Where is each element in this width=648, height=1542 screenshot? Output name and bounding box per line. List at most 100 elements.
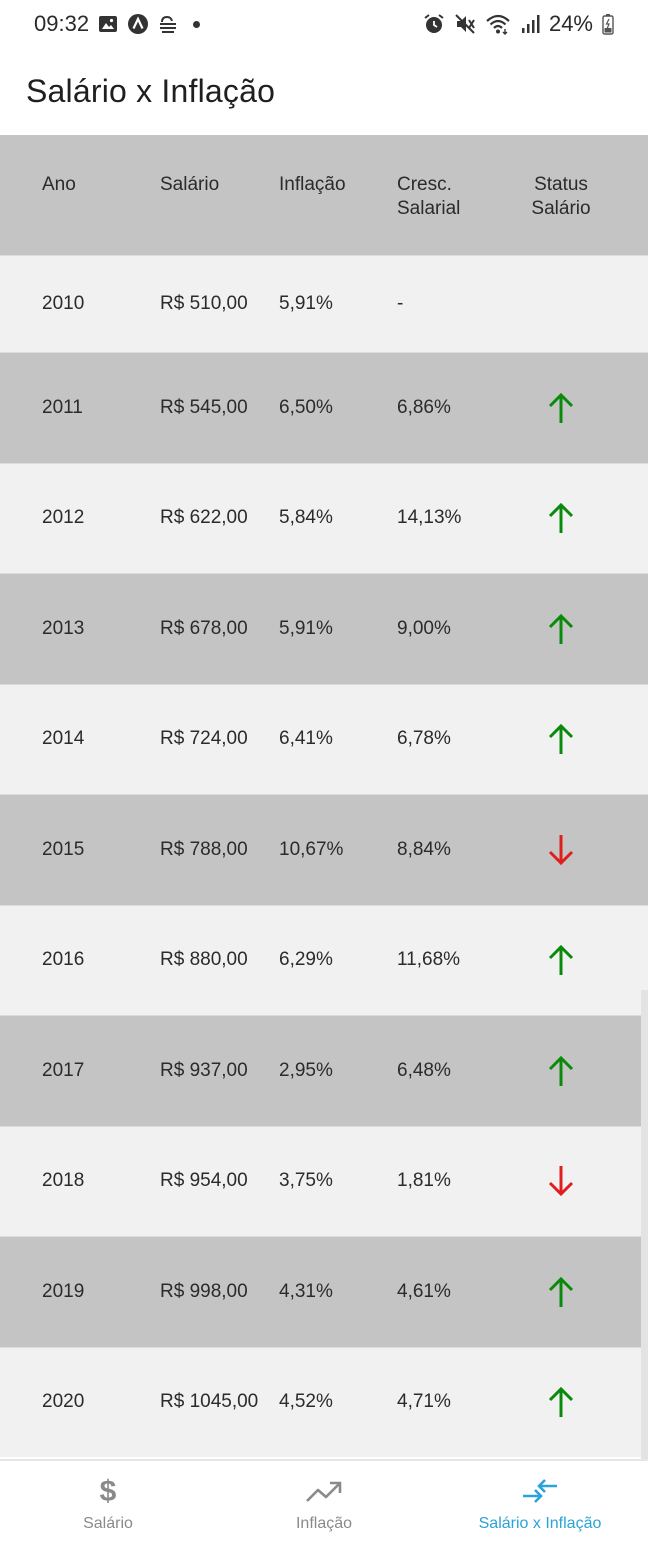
cell-inflacao: 5,91% [279, 617, 333, 639]
header-status-salario: Status Salário [510, 173, 612, 221]
cell-ano: 2013 [42, 617, 85, 639]
table-row: 2010 R$ 510,00 5,91% - [0, 255, 648, 352]
nav-item-salario-x-inflacao[interactable]: Salário x Inflação [432, 1461, 648, 1542]
nav-label-salario: Salário [83, 1515, 133, 1532]
cell-inflacao: 5,91% [279, 293, 333, 314]
table-body: 2010 R$ 510,00 5,91% - 2011 R$ 545,00 6,50% 6,8… [0, 255, 648, 1457]
cell-salario: R$ 545,00 [160, 396, 248, 418]
table-row: 2016 R$ 880,00 6,29% 11,68% [0, 904, 648, 1015]
table-row: 2019 R$ 998,00 4,31% 4,61% [0, 1236, 648, 1347]
signal-icon [520, 14, 540, 34]
cell-inflacao: 6,29% [279, 949, 333, 971]
cell-inflacao: 10,67% [279, 838, 344, 860]
cell-ano: 2020 [42, 1391, 85, 1413]
cell-cresc-salarial: 4,61% [397, 1280, 451, 1302]
nav-item-inflacao[interactable]: Inflação [216, 1461, 432, 1542]
cell-salario: R$ 622,00 [160, 507, 248, 529]
header-cresc-salarial: Cresc. Salarial [397, 173, 460, 221]
table-row: 2011 R$ 545,00 6,50% 6,86% [0, 352, 648, 463]
dollar-icon: $ [99, 1475, 117, 1508]
cell-cresc-salarial: 8,84% [397, 838, 451, 860]
cell-cresc-salarial: 11,68% [397, 949, 461, 971]
compare-arrows-icon [521, 1475, 559, 1509]
table-row: 2015 R$ 788,00 10,67% 8,84% [0, 794, 648, 905]
salary-inflation-table[interactable]: Ano Salário Inflação Cresc. Salarial Sta… [0, 135, 648, 1457]
battery-icon [602, 13, 614, 35]
cell-cresc-salarial: 1,81% [397, 1170, 451, 1192]
cell-salario: R$ 724,00 [160, 728, 248, 750]
cell-salario: R$ 1045,00 [160, 1391, 259, 1413]
cell-salario: R$ 998,00 [160, 1280, 248, 1302]
header-salario: Salário [160, 174, 220, 195]
cell-salario: R$ 937,00 [160, 1059, 248, 1081]
arrow-up-icon [510, 391, 612, 425]
cell-cresc-salarial: 6,78% [397, 728, 451, 750]
trending-up-icon [305, 1475, 343, 1509]
nav-item-salario[interactable]: $ Salário [0, 1461, 216, 1542]
cell-salario: R$ 880,00 [160, 949, 248, 971]
cell-ano: 2011 [42, 396, 83, 418]
mute-icon [454, 13, 476, 35]
header-cresc-line1: Cresc. [397, 174, 452, 195]
status-bar-right: 24% [423, 11, 614, 37]
arrow-up-icon [510, 501, 612, 535]
status-bar-left: 09:32 [34, 11, 201, 37]
header-inflacao: Inflação [279, 174, 346, 195]
header-status-line1: Status [534, 174, 588, 195]
cell-cresc-salarial: 4,71% [397, 1391, 451, 1413]
cell-ano: 2014 [42, 728, 85, 750]
arrow-up-icon [510, 1054, 612, 1088]
status-time: 09:32 [34, 11, 90, 36]
cell-cresc-salarial: 9,00% [397, 617, 451, 639]
cell-ano: 2017 [42, 1059, 85, 1081]
cell-inflacao: 3,75% [279, 1170, 333, 1192]
cell-ano: 2016 [42, 949, 85, 971]
table-header: Ano Salário Inflação Cresc. Salarial Sta… [0, 135, 648, 255]
cell-inflacao: 4,52% [279, 1391, 333, 1413]
cell-ano: 2019 [42, 1280, 85, 1302]
nav-label-salario-x-inflacao: Salário x Inflação [478, 1515, 602, 1532]
cell-inflacao: 6,41% [279, 728, 333, 750]
app-a-icon [127, 13, 149, 35]
scrollbar[interactable] [641, 990, 648, 1460]
cell-ano: 2015 [42, 838, 85, 860]
cell-cresc-salarial: 6,48% [397, 1059, 451, 1081]
dot-icon [193, 20, 201, 28]
table-row: 2012 R$ 622,00 5,84% 14,13% [0, 462, 648, 573]
cell-inflacao: 5,84% [279, 507, 333, 529]
table-row: 2020 R$ 1045,00 4,52% 4,71% [0, 1346, 648, 1457]
arrow-up-icon [510, 943, 612, 977]
cell-inflacao: 4,31% [279, 1280, 333, 1302]
bottom-navigation: $ Salário Inflação Salário x Inflação [0, 1459, 648, 1542]
cell-cresc-salarial: 6,86% [397, 396, 451, 418]
header-cresc-line2: Salarial [397, 198, 461, 219]
cell-inflacao: 2,95% [279, 1059, 333, 1081]
cell-salario: R$ 788,00 [160, 838, 248, 860]
image-icon [98, 14, 118, 34]
arrow-up-icon [510, 612, 612, 646]
header-status-line2: Salário [531, 198, 591, 219]
arrow-up-icon [510, 722, 612, 756]
arrow-up-icon [510, 1275, 612, 1309]
nav-label-inflacao: Inflação [295, 1515, 353, 1532]
cell-salario: R$ 678,00 [160, 617, 248, 639]
header-ano: Ano [42, 174, 76, 195]
battery-percent: 24% [548, 11, 593, 36]
arrow-down-icon [510, 1164, 612, 1198]
page-title: Salário x Inflação [26, 73, 276, 109]
cell-salario: R$ 954,00 [160, 1170, 248, 1192]
alarm-icon [423, 13, 445, 35]
wifi-icon [485, 13, 511, 35]
weather-icon [158, 15, 178, 33]
table-row: 2017 R$ 937,00 2,95% 6,48% [0, 1015, 648, 1126]
table-row: 2013 R$ 678,00 5,91% 9,00% [0, 573, 648, 684]
arrow-up-icon [510, 1385, 612, 1419]
cell-inflacao: 6,50% [279, 396, 333, 418]
cell-cresc-salarial: - [397, 293, 404, 314]
table-row: 2014 R$ 724,00 6,41% 6,78% [0, 683, 648, 794]
cell-salario: R$ 510,00 [160, 293, 248, 314]
cell-ano: 2018 [42, 1170, 85, 1192]
cell-ano: 2010 [42, 293, 85, 314]
status-bar: 09:32 24% [0, 0, 648, 48]
